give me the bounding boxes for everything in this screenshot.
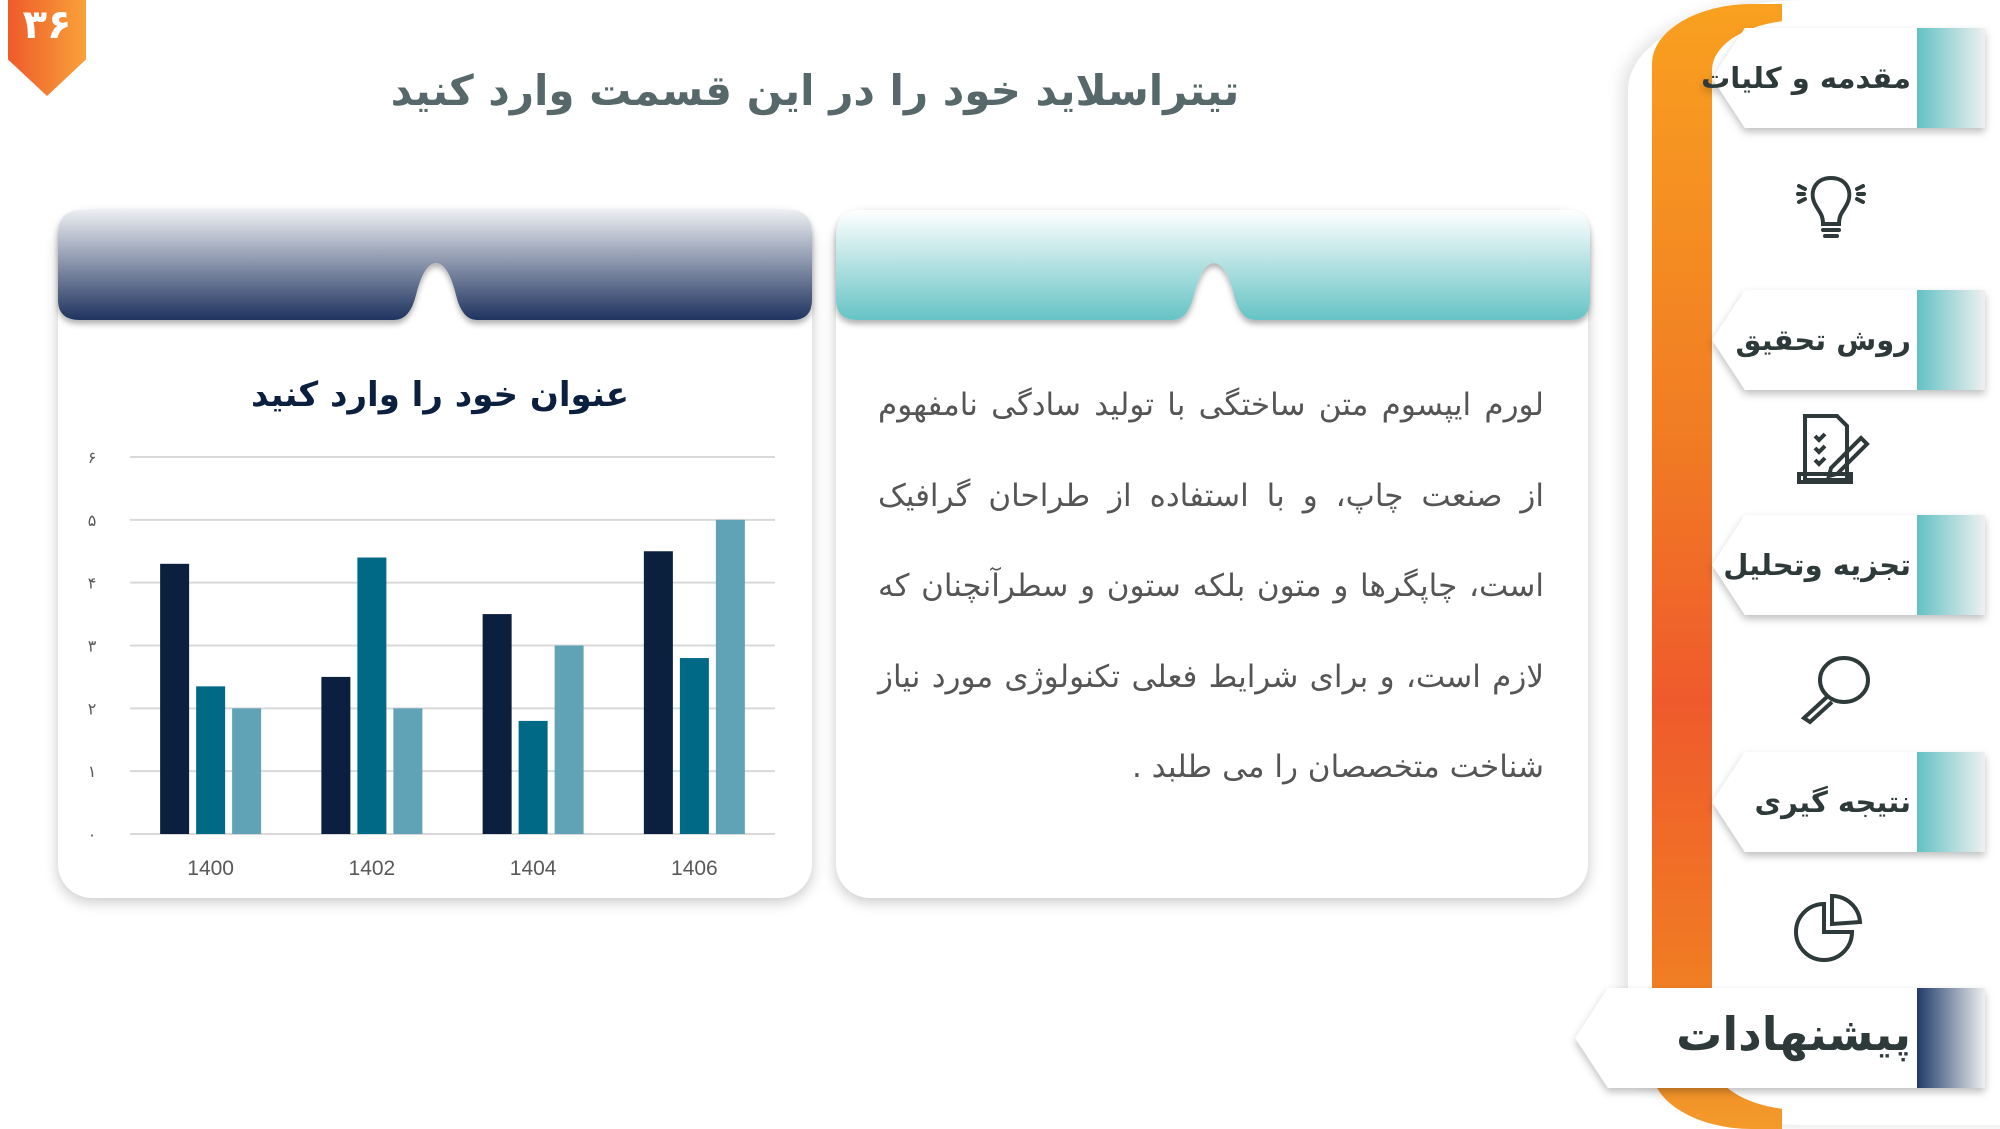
bar: [643, 551, 673, 834]
sidebar-item-label: تجزیه وتحلیل: [1723, 548, 1911, 582]
y-tick-label: ۵: [88, 511, 97, 530]
sidebar-item-label: مقدمه و کلیات: [1701, 61, 1911, 95]
bar: [321, 676, 351, 834]
bar: [679, 658, 709, 834]
bar: [554, 645, 584, 834]
sidebar-item-label: روش تحقیق: [1735, 323, 1911, 357]
sidebar-item-analysis[interactable]: تجزیه وتحلیل: [1712, 515, 1985, 615]
x-tick-label: 1406: [671, 857, 718, 880]
chart-title: عنوان خود را وارد کنید: [251, 375, 629, 415]
slide-title: تیتراسلاید خود را در این قسمت وارد کنید: [390, 66, 1240, 115]
x-tick-label: 1404: [510, 857, 557, 880]
sidebar-item-label: نتیجه گیری: [1754, 785, 1911, 819]
pie-chart-icon: [1790, 890, 1866, 966]
bar: [196, 686, 226, 834]
y-tick-label: ۴: [88, 574, 97, 593]
y-tick-label: ۱: [88, 762, 97, 781]
bar: [715, 519, 745, 834]
x-tick-label: 1400: [187, 857, 234, 880]
bar: [357, 557, 387, 834]
bar: [393, 708, 423, 834]
lightbulb-icon: [1793, 170, 1869, 246]
bar: [160, 563, 190, 834]
y-tick-label: ۲: [88, 699, 97, 718]
chart-card-header: [58, 210, 812, 320]
sidebar-item-method[interactable]: روش تحقیق: [1712, 290, 1985, 390]
slide-number-badge: ۳۶: [8, 0, 86, 96]
bar: [232, 708, 262, 834]
text-card: [836, 212, 1588, 898]
sidebar-item-intro[interactable]: مقدمه و کلیات: [1701, 28, 1985, 128]
sidebar-item-conclusion[interactable]: نتیجه گیری: [1712, 752, 1985, 852]
bar-chart: ۰ ۱ ۲ ۳ ۴ ۵ ۶ 1400 1402 1404 1406: [88, 448, 775, 880]
checklist-document-icon: [1795, 410, 1871, 486]
sidebar-item-suggestions[interactable]: پیشنهادات: [1575, 988, 1985, 1088]
sidebar-item-label: پیشنهادات: [1676, 1007, 1911, 1061]
y-tick-label: ۶: [88, 448, 97, 467]
body-paragraph: لورم ایپسوم متن ساختگی با تولید سادگی نا…: [878, 387, 1544, 785]
magnifier-icon: [1796, 652, 1876, 728]
bar: [482, 614, 512, 834]
slide-number: ۳۶: [22, 2, 72, 48]
y-tick-label: ۳: [88, 637, 97, 656]
text-card-header: [836, 210, 1590, 320]
bar: [518, 720, 548, 834]
x-tick-label: 1402: [349, 857, 396, 880]
y-tick-label: ۰: [88, 825, 97, 844]
